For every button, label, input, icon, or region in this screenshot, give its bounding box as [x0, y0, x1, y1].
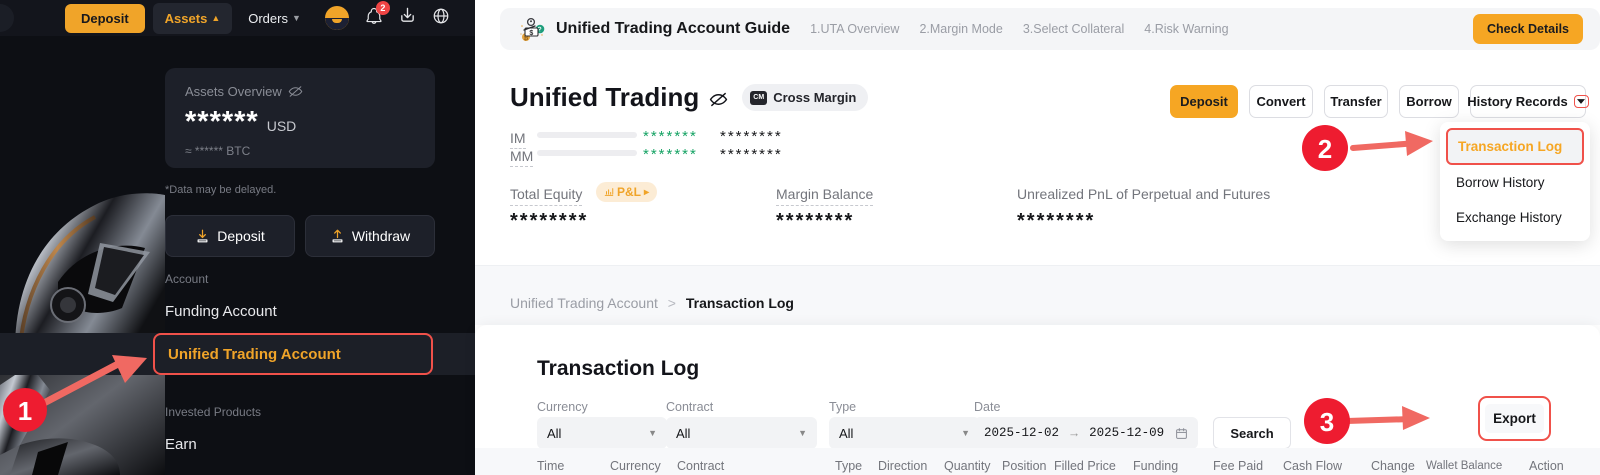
svg-text:3: 3: [1320, 407, 1334, 437]
svg-text:1: 1: [18, 396, 32, 426]
svg-text:$: $: [529, 30, 533, 37]
svg-text:2: 2: [1318, 134, 1332, 164]
